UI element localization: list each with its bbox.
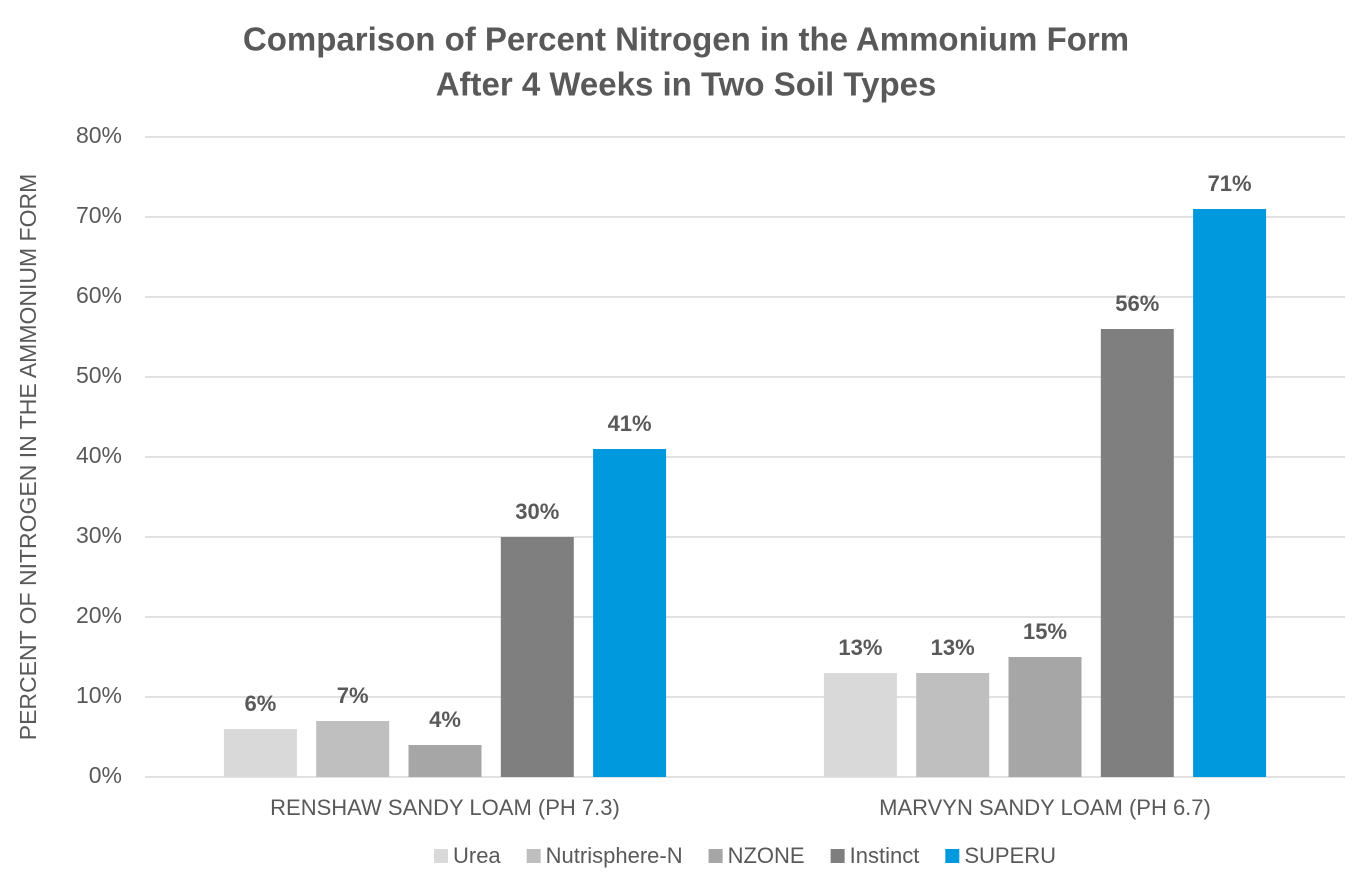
data-label: 4% <box>429 707 461 732</box>
legend-label: SUPERU <box>964 843 1056 868</box>
legend-swatch <box>830 849 845 863</box>
bar <box>823 673 897 777</box>
chart-title: After 4 Weeks in Two Soil Types <box>436 66 937 103</box>
data-label: 6% <box>245 691 277 716</box>
y-tick-label: 70% <box>76 202 122 228</box>
legend-label: Instinct <box>850 843 920 868</box>
chart-title: Comparison of Percent Nitrogen in the Am… <box>243 21 1129 58</box>
y-tick-label: 20% <box>76 602 122 628</box>
y-axis-label: PERCENT OF NITROGEN IN THE AMMONIUM FORM <box>15 174 41 741</box>
data-label: 41% <box>608 411 652 436</box>
x-tick-label: MARVYN SANDY LOAM (PH 6.7) <box>879 795 1211 820</box>
y-tick-label: 50% <box>76 362 122 388</box>
data-label: 56% <box>1115 291 1159 316</box>
bar <box>316 721 390 777</box>
data-label: 15% <box>1023 619 1067 644</box>
legend-swatch <box>526 849 541 863</box>
bar <box>223 729 297 777</box>
y-tick-label: 0% <box>89 762 122 788</box>
legend-label: Urea <box>453 843 501 868</box>
legend-swatch <box>945 849 960 863</box>
y-tick-label: 10% <box>76 682 122 708</box>
bar <box>1193 209 1267 777</box>
legend-swatch <box>433 849 448 863</box>
legend-label: NZONE <box>728 843 805 868</box>
data-label: 13% <box>931 635 975 660</box>
legend-label: Nutrisphere-N <box>546 843 683 868</box>
data-label: 30% <box>515 499 559 524</box>
bar <box>1008 657 1082 777</box>
bar <box>1100 329 1174 777</box>
data-label: 7% <box>337 683 369 708</box>
y-tick-label: 60% <box>76 282 122 308</box>
data-label: 13% <box>838 635 882 660</box>
bar <box>916 673 990 777</box>
legend-swatch <box>708 849 723 863</box>
y-tick-label: 80% <box>76 122 122 148</box>
x-tick-label: RENSHAW SANDY LOAM (PH 7.3) <box>270 795 620 820</box>
y-tick-label: 40% <box>76 442 122 468</box>
bar <box>500 537 574 777</box>
bar <box>593 449 667 777</box>
data-label: 71% <box>1208 171 1252 196</box>
y-tick-label: 30% <box>76 522 122 548</box>
bar <box>408 745 482 777</box>
